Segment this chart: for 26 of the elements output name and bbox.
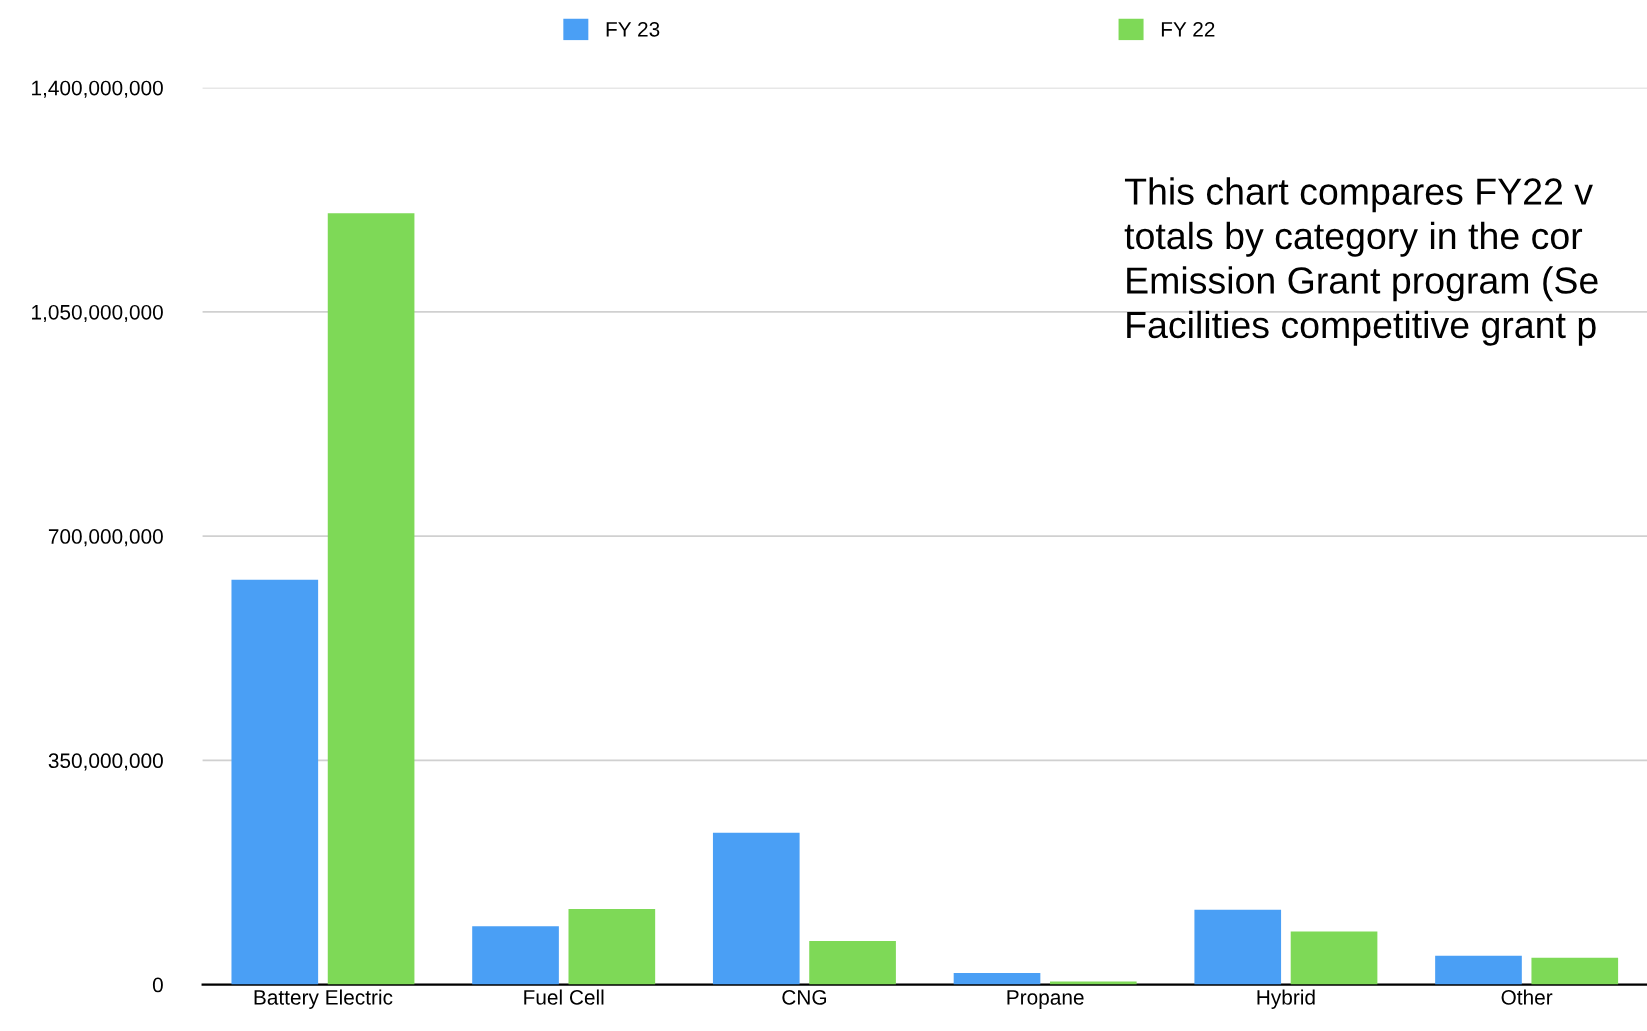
bar	[1531, 957, 1619, 985]
y-tick-label: 700,000,000	[48, 529, 163, 547]
bar	[327, 213, 415, 985]
bar	[231, 579, 319, 985]
x-tick-label: Fuel Cell	[524, 989, 604, 1005]
bar	[1435, 955, 1522, 985]
x-tick-label: Battery Electric	[254, 989, 393, 1009]
legend-label: FY 22	[1161, 21, 1215, 37]
bar	[953, 973, 1041, 985]
x-tick-label: Hybrid	[1257, 989, 1315, 1009]
legend-label: FY 23	[606, 21, 660, 37]
y-tick-label: 0	[152, 977, 163, 993]
bar	[712, 832, 800, 985]
annotation: This chart compares FY22 v totals by category in the cor Emission Grant program (Se Facilities competitive grant p	[1124, 177, 1598, 346]
x-tick-label: CNG	[782, 990, 827, 1005]
y-tick-label: 1,400,000,000	[32, 80, 163, 98]
bar	[1049, 981, 1137, 985]
y-tick-label: 350,000,000	[48, 753, 163, 771]
bar	[1290, 931, 1378, 985]
x-tick-label: Propane	[1007, 990, 1084, 1009]
bar	[809, 941, 896, 985]
bar	[1194, 909, 1282, 985]
bar	[472, 926, 559, 985]
x-tick-label: Other	[1501, 989, 1553, 1005]
bar	[568, 909, 656, 985]
y-tick-label: 1,050,000,000	[32, 304, 163, 323]
